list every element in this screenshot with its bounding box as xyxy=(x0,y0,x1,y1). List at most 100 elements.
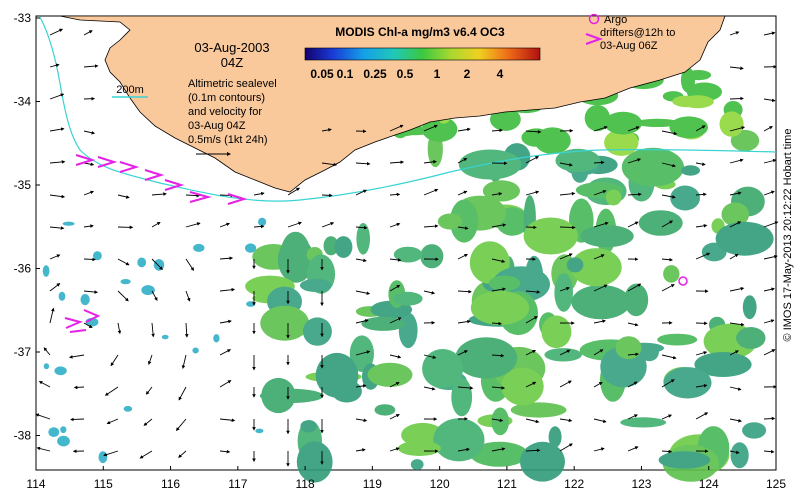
velocity-arrow xyxy=(763,254,778,260)
chl-patch xyxy=(523,217,578,255)
x-tick-label: 119 xyxy=(363,477,382,491)
x-tick-label: 117 xyxy=(228,477,247,491)
velocity-arrow xyxy=(763,221,779,228)
velocity-arrow xyxy=(389,447,400,452)
chl-patch xyxy=(566,257,584,273)
isobath-label: 200m xyxy=(116,84,144,96)
velocity-arrow xyxy=(729,221,742,228)
velocity-arrow xyxy=(729,191,742,196)
chl-patch xyxy=(398,312,418,349)
velocity-arrow xyxy=(525,381,537,388)
chl-patch xyxy=(742,295,757,320)
velocity-arrow xyxy=(729,322,745,327)
velocity-arrow xyxy=(151,221,161,228)
chl-patch-coastal xyxy=(584,104,611,132)
chl-patch xyxy=(374,404,396,416)
velocity-arrow xyxy=(117,290,129,302)
chl-patch xyxy=(299,278,332,292)
velocity-arrow xyxy=(106,418,119,425)
velocity-arrow xyxy=(49,28,64,36)
velocity-arrow xyxy=(321,222,335,228)
date-label: 03-Aug-2003 xyxy=(194,40,269,55)
chl-speck xyxy=(57,435,70,447)
velocity-arrow xyxy=(389,160,405,164)
velocity-arrow xyxy=(103,450,119,457)
velocity-arrow xyxy=(763,416,776,421)
chl-patch xyxy=(638,210,683,236)
velocity-arrow xyxy=(35,413,51,420)
y-tick-label: -36 xyxy=(14,262,32,276)
velocity-arrow xyxy=(355,290,371,295)
velocity-arrow xyxy=(389,124,404,132)
velocity-arrow xyxy=(491,447,506,452)
velocity-arrow xyxy=(593,254,605,260)
velocity-arrow xyxy=(627,352,639,357)
argo-legend: Argo drifters@12h to 03-Aug 06Z xyxy=(585,13,675,52)
velocity-arrow xyxy=(457,289,472,294)
velocity-arrow xyxy=(661,354,677,360)
chl-speck xyxy=(192,347,199,354)
velocity-arrow xyxy=(525,190,540,196)
velocity-arrow xyxy=(49,63,60,68)
velocity-arrow xyxy=(117,322,122,335)
velocity-arrow xyxy=(49,226,65,230)
velocity-arrow xyxy=(389,192,401,197)
velocity-arrow xyxy=(593,319,606,324)
x-tick-label: 115 xyxy=(94,477,113,491)
chl-patch xyxy=(663,265,680,283)
chl-patch xyxy=(361,316,406,331)
velocity-arrow xyxy=(73,385,85,390)
velocity-arrow xyxy=(525,316,538,324)
chl-patch xyxy=(410,459,424,470)
velocity-arrow xyxy=(83,290,98,294)
chl-patch xyxy=(356,223,371,255)
velocity-arrow xyxy=(695,125,706,132)
velocity-arrow xyxy=(695,224,708,228)
chl-patch xyxy=(259,388,324,403)
velocity-arrow xyxy=(287,221,302,228)
velocity-arrow xyxy=(457,158,468,164)
chl-patch xyxy=(730,442,749,469)
velocity-arrow xyxy=(763,349,776,356)
chl-speck xyxy=(98,451,108,464)
velocity-arrow xyxy=(219,349,231,356)
velocity-arrow xyxy=(627,381,638,388)
velocity-arrow xyxy=(389,382,400,388)
velocity-arrow xyxy=(253,191,265,196)
velocity-arrow xyxy=(49,160,66,164)
velocity-arrow xyxy=(559,225,576,230)
velocity-arrow xyxy=(661,130,678,136)
velocity-arrow xyxy=(219,319,232,324)
chl-speck xyxy=(137,257,147,268)
chl-speck xyxy=(161,334,169,340)
velocity-arrow xyxy=(181,354,187,369)
chl-patch xyxy=(510,402,567,418)
velocity-arrow xyxy=(593,447,605,452)
y-axis-ticks: -33 -34 -35 -36 -37 -38 xyxy=(14,11,40,443)
colorbar-title: MODIS Chl-a mg/m3 v6.4 OC3 xyxy=(335,25,505,39)
velocity-arrow xyxy=(49,307,55,324)
chl-patch xyxy=(260,305,310,341)
velocity-arrow xyxy=(457,319,471,324)
velocity-arrow xyxy=(83,64,99,68)
velocity-arrow xyxy=(729,350,739,356)
velocity-arrow xyxy=(423,188,439,196)
velocity-arrow xyxy=(355,258,367,263)
chl-patch xyxy=(571,284,631,320)
time-label: 04Z xyxy=(221,55,243,70)
velocity-arrow xyxy=(695,412,709,420)
chl-patch xyxy=(715,221,774,256)
chl-patch xyxy=(730,129,760,152)
x-tick-label: 121 xyxy=(497,477,517,491)
legend-line-3: and velocity for xyxy=(188,106,262,118)
chl-patch-coastal xyxy=(604,111,642,135)
chl-patch xyxy=(397,440,441,456)
velocity-arrow xyxy=(627,283,642,292)
velocity-arrow xyxy=(729,96,744,101)
velocity-arrow xyxy=(423,124,438,132)
velocity-arrow xyxy=(763,31,776,36)
velocity-arrow xyxy=(661,379,675,388)
velocity-arrow xyxy=(423,224,439,228)
velocity-arrow xyxy=(729,286,745,292)
chl-speck xyxy=(80,294,90,306)
